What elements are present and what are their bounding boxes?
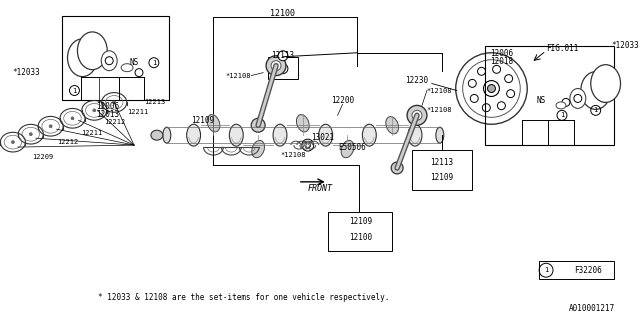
Text: *12108: *12108 xyxy=(427,107,452,113)
Ellipse shape xyxy=(151,130,163,140)
Circle shape xyxy=(135,69,143,76)
Circle shape xyxy=(507,90,515,98)
Text: 12100: 12100 xyxy=(349,233,372,242)
Text: FIG.011: FIG.011 xyxy=(546,44,579,53)
Ellipse shape xyxy=(252,140,264,158)
Text: 1: 1 xyxy=(544,267,548,273)
Circle shape xyxy=(113,101,116,104)
Bar xyxy=(268,57,298,79)
Circle shape xyxy=(302,139,314,151)
Text: *12033: *12033 xyxy=(12,68,40,77)
Ellipse shape xyxy=(463,60,520,117)
Bar xyxy=(328,212,392,251)
Text: 12212: 12212 xyxy=(58,139,79,145)
Circle shape xyxy=(251,118,265,132)
Text: 12230: 12230 xyxy=(405,76,429,85)
Text: * 12033 & 12108 are the set-items for one vehicle respectively.: * 12033 & 12108 are the set-items for on… xyxy=(97,292,389,301)
Ellipse shape xyxy=(570,89,586,108)
Text: NS: NS xyxy=(536,96,546,105)
Text: A010001217: A010001217 xyxy=(570,304,616,313)
Ellipse shape xyxy=(229,124,243,146)
Circle shape xyxy=(497,102,506,110)
Circle shape xyxy=(266,56,286,76)
Text: *12108: *12108 xyxy=(280,152,306,158)
Circle shape xyxy=(477,67,486,75)
Text: 12213: 12213 xyxy=(144,100,165,105)
Ellipse shape xyxy=(163,127,171,143)
Circle shape xyxy=(305,142,311,148)
Ellipse shape xyxy=(296,115,309,132)
Circle shape xyxy=(470,94,478,102)
Text: 12209: 12209 xyxy=(32,154,53,160)
Circle shape xyxy=(12,140,14,144)
Ellipse shape xyxy=(101,51,117,71)
Text: 12013: 12013 xyxy=(95,110,119,119)
Text: 12006: 12006 xyxy=(95,102,119,111)
Bar xyxy=(412,150,472,190)
Text: *12033: *12033 xyxy=(612,41,639,50)
Circle shape xyxy=(562,99,570,106)
Text: 13021: 13021 xyxy=(311,133,334,142)
Ellipse shape xyxy=(556,102,566,109)
Circle shape xyxy=(483,104,490,112)
Text: 12006: 12006 xyxy=(490,49,513,58)
Ellipse shape xyxy=(362,124,376,146)
Text: 1: 1 xyxy=(152,60,156,66)
Text: 1: 1 xyxy=(560,112,564,118)
Text: NS: NS xyxy=(129,58,139,67)
Circle shape xyxy=(574,94,582,102)
Circle shape xyxy=(49,125,52,128)
Circle shape xyxy=(407,105,427,125)
Ellipse shape xyxy=(187,124,200,146)
Circle shape xyxy=(29,133,32,136)
Text: 1: 1 xyxy=(72,87,77,93)
Text: E50506: E50506 xyxy=(339,143,366,152)
Circle shape xyxy=(468,79,476,87)
Text: F32206: F32206 xyxy=(574,266,602,275)
Ellipse shape xyxy=(456,53,527,124)
Circle shape xyxy=(505,75,513,83)
Ellipse shape xyxy=(121,64,133,72)
Circle shape xyxy=(493,65,500,73)
Text: 12109: 12109 xyxy=(349,217,372,226)
Circle shape xyxy=(278,51,288,61)
Text: 12211: 12211 xyxy=(127,109,148,115)
Ellipse shape xyxy=(436,127,444,143)
Circle shape xyxy=(93,109,96,112)
Ellipse shape xyxy=(591,65,621,102)
Ellipse shape xyxy=(386,116,399,134)
Circle shape xyxy=(488,84,495,92)
Bar xyxy=(61,16,169,100)
Ellipse shape xyxy=(341,140,354,158)
Circle shape xyxy=(391,162,403,174)
Text: 12211: 12211 xyxy=(81,130,102,136)
Ellipse shape xyxy=(77,32,108,70)
Text: *12108: *12108 xyxy=(226,73,251,79)
Circle shape xyxy=(412,110,422,120)
Text: 12100: 12100 xyxy=(271,9,296,18)
Text: 12200: 12200 xyxy=(331,96,354,105)
Bar xyxy=(484,46,614,145)
Text: 12212: 12212 xyxy=(104,119,125,125)
Ellipse shape xyxy=(408,124,422,146)
Circle shape xyxy=(71,117,74,120)
Text: 12109: 12109 xyxy=(430,173,453,182)
Text: 12113: 12113 xyxy=(271,51,294,60)
Ellipse shape xyxy=(319,124,333,146)
Ellipse shape xyxy=(207,115,220,132)
Text: 12113: 12113 xyxy=(430,158,453,167)
Bar xyxy=(539,261,614,279)
Circle shape xyxy=(483,81,499,96)
Ellipse shape xyxy=(273,124,287,146)
Text: 1: 1 xyxy=(593,107,598,113)
Text: 12109: 12109 xyxy=(191,116,214,125)
Text: FRONT: FRONT xyxy=(307,184,332,193)
Ellipse shape xyxy=(581,72,611,109)
Circle shape xyxy=(271,61,281,71)
Ellipse shape xyxy=(67,39,97,76)
Text: 12018: 12018 xyxy=(490,57,513,66)
Circle shape xyxy=(105,57,113,65)
Text: *12108: *12108 xyxy=(427,87,452,93)
